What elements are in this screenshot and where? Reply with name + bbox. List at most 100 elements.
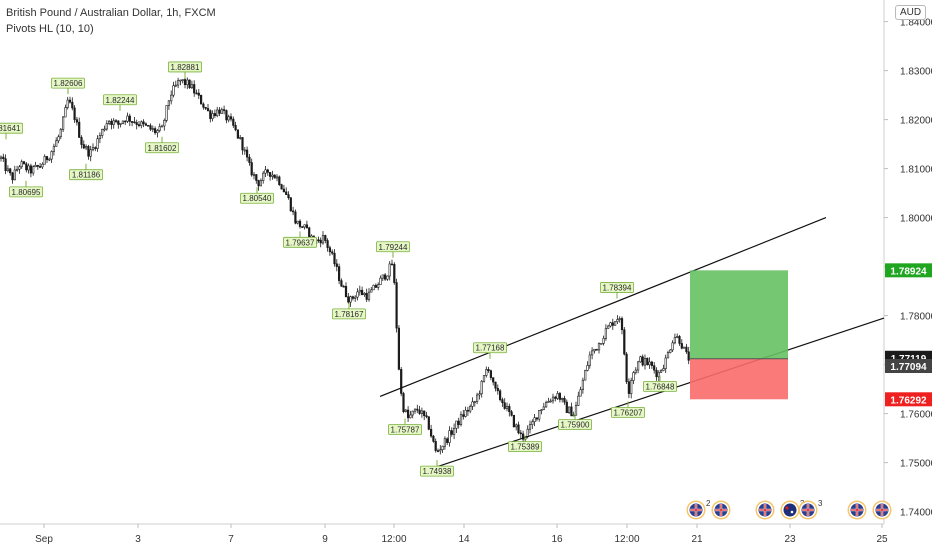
candle-body [71,101,74,109]
pivot-label-box[interactable] [145,142,179,154]
channel-line-2[interactable] [419,317,885,473]
candle-body [625,353,628,382]
candle-body [114,120,118,122]
candle-body [163,120,166,127]
candle-body [160,125,164,128]
channel-line-1[interactable] [379,217,827,398]
pivot-label-box[interactable] [600,282,634,293]
pivot-label-box[interactable] [388,424,422,435]
x-tick-label: 3 [135,534,141,545]
price-tag-last[interactable] [885,358,932,373]
candle-body [15,168,19,171]
candle-body [131,121,134,123]
pivot-label-box[interactable] [51,77,85,89]
candle-body [195,92,198,95]
candle-body [133,121,136,124]
candle-body [485,369,488,376]
pivot-label-box[interactable] [9,186,43,198]
pivot-label-box[interactable] [69,169,103,181]
candle-body [271,174,274,177]
price-tag-stop[interactable] [885,392,932,407]
candle-body [519,432,522,435]
pivot-label-box[interactable] [643,380,677,392]
candle-body [174,84,177,87]
candle-body [239,137,242,139]
indicator-title[interactable]: Pivots HL (10, 10) [6,23,94,35]
pivot-label-box[interactable] [168,61,202,73]
candle-body [370,289,373,293]
pivot-label-box[interactable] [473,342,507,354]
candle-body [305,224,309,229]
candle-body [52,146,55,152]
candle-body [287,194,290,199]
candle-body [512,415,515,428]
pivot-label-box[interactable] [420,465,454,477]
candle-body [241,137,244,151]
pivot-label-box[interactable] [508,441,542,453]
candle-body [250,162,253,176]
candle-body [420,410,424,414]
candle-body [340,280,343,287]
candle-body [501,399,504,403]
candle-body [257,180,260,187]
candle-body [423,410,426,416]
candle-body [68,99,72,103]
candle-body [188,79,191,89]
candle-body [296,220,299,224]
candle-body [18,166,21,170]
pivot-label: 1.82881 [171,63,200,72]
candle-body [526,428,529,437]
pivot-label-box[interactable] [332,308,366,320]
y-tick-label: 1.84000 [900,18,932,29]
candle-body [473,401,476,403]
candle-body [544,402,548,408]
price-tag-target[interactable] [885,263,932,278]
pivot-label-box[interactable] [240,192,274,204]
pivot-label-box[interactable] [611,406,645,418]
pivot-label-box[interactable] [103,94,137,106]
candle-body [344,286,348,298]
candle-body [105,123,108,130]
candle-body [643,358,647,366]
loss-zone[interactable] [690,358,788,400]
candle-body [604,328,607,339]
pivot-label-box[interactable] [0,122,23,134]
candle-body [577,395,580,406]
candle-body [32,166,35,174]
candle-body [489,370,493,378]
candle-body [607,325,610,329]
au-flag-icon [783,503,797,517]
pivot-label-box[interactable] [283,236,317,248]
candle-body [216,109,219,116]
candle-body [48,158,51,161]
candle-body [204,106,207,109]
x-tick-label: 12:00 [614,534,639,545]
pivot-label: 1.76207 [614,408,643,417]
candle-body [377,284,380,288]
candle-body [317,239,320,242]
candle-body [66,99,69,108]
event-count: 3 [818,499,823,508]
x-tick-label: 23 [784,534,796,545]
profit-zone[interactable] [690,270,788,359]
candle-body [190,84,194,89]
candle-body [137,124,141,126]
symbol-title[interactable]: British Pound / Australian Dollar, 1h, F… [6,7,216,19]
candle-body [620,318,624,331]
candle-body [75,119,78,123]
candle-body [480,380,483,395]
pivot-label-box[interactable] [558,419,592,431]
candle-body [634,369,637,373]
candle-body [666,352,670,359]
pivot-label: 1.79244 [379,243,408,252]
candle-body [22,161,26,165]
candle-body [121,120,124,124]
candle-body [45,156,49,161]
pivot-label-box[interactable] [376,241,410,253]
candle-body [103,128,106,131]
candle-body [289,197,292,212]
candle-body [200,95,203,105]
currency-button[interactable]: AUD [895,5,927,20]
pivot-label: 1.78394 [603,283,632,292]
